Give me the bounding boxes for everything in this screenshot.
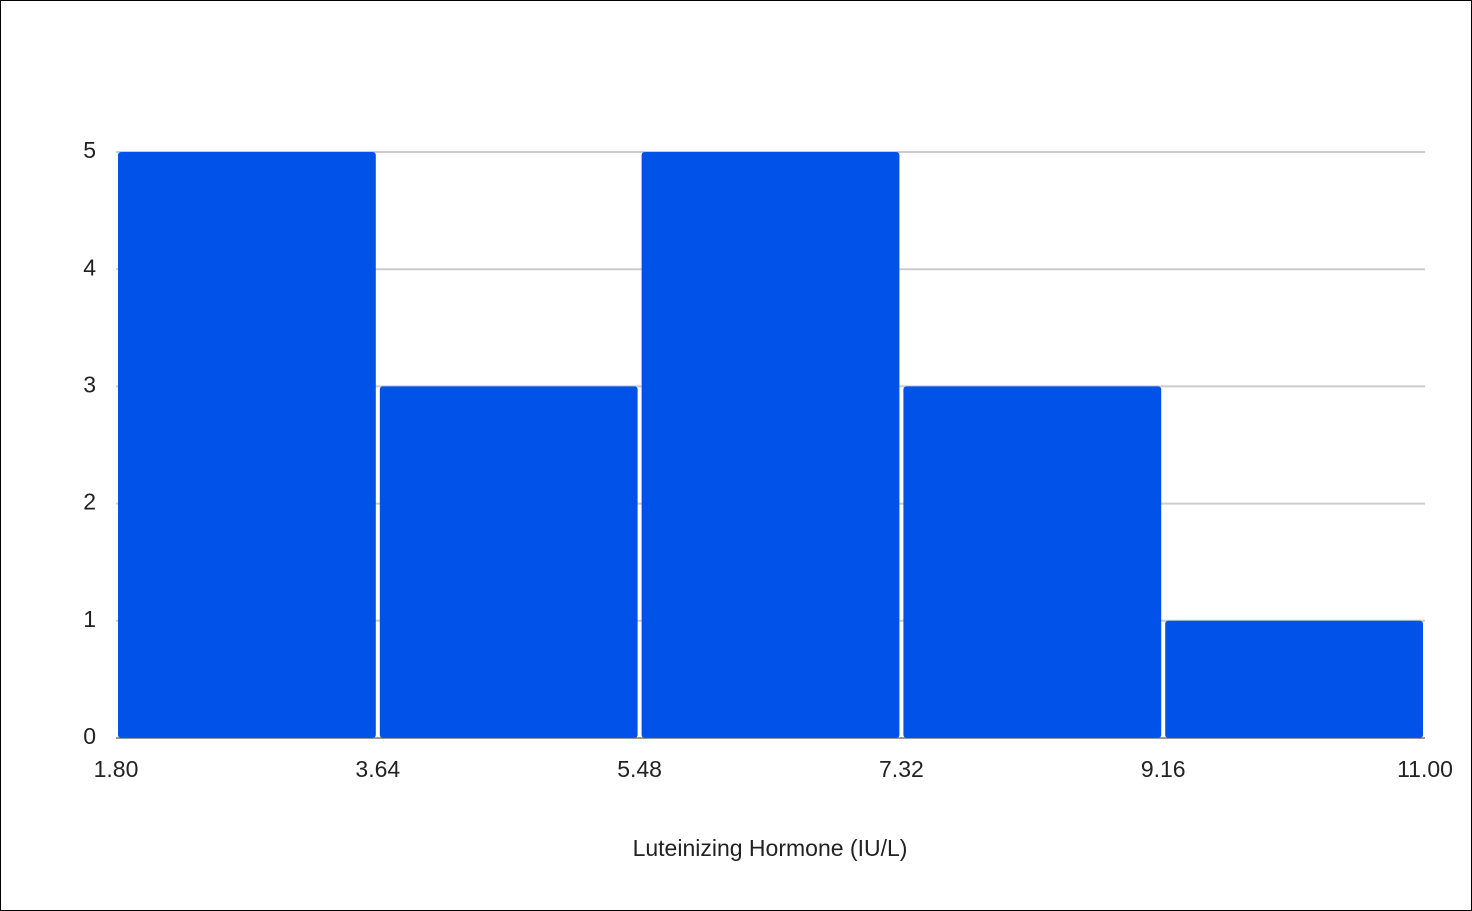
x-tick-label: 11.00	[1397, 756, 1453, 782]
bar	[903, 386, 1162, 738]
x-tick-label: 5.48	[617, 756, 662, 782]
x-tick-label: 7.32	[879, 756, 924, 782]
bar	[1165, 620, 1423, 738]
labels: 0 1 2 3 4 5 1.80 3.64 5.48 7.32 9.16 11.00	[83, 137, 1453, 782]
bars	[118, 152, 1423, 738]
y-tick-label: 0	[83, 723, 96, 749]
y-tick-label: 1	[83, 606, 96, 632]
x-axis-title: Luteinizing Hormone (IU/L)	[633, 835, 908, 861]
y-tick-label: 4	[83, 254, 96, 280]
x-tick-label: 3.64	[355, 756, 400, 782]
bar	[379, 386, 638, 738]
x-tick-label: 1.80	[94, 756, 139, 782]
y-tick-label: 5	[83, 137, 96, 163]
y-tick-label: 2	[83, 489, 96, 515]
y-tick-label: 3	[83, 371, 96, 397]
x-tick-label: 9.16	[1141, 756, 1186, 782]
bar	[641, 152, 900, 738]
bar	[118, 152, 376, 738]
